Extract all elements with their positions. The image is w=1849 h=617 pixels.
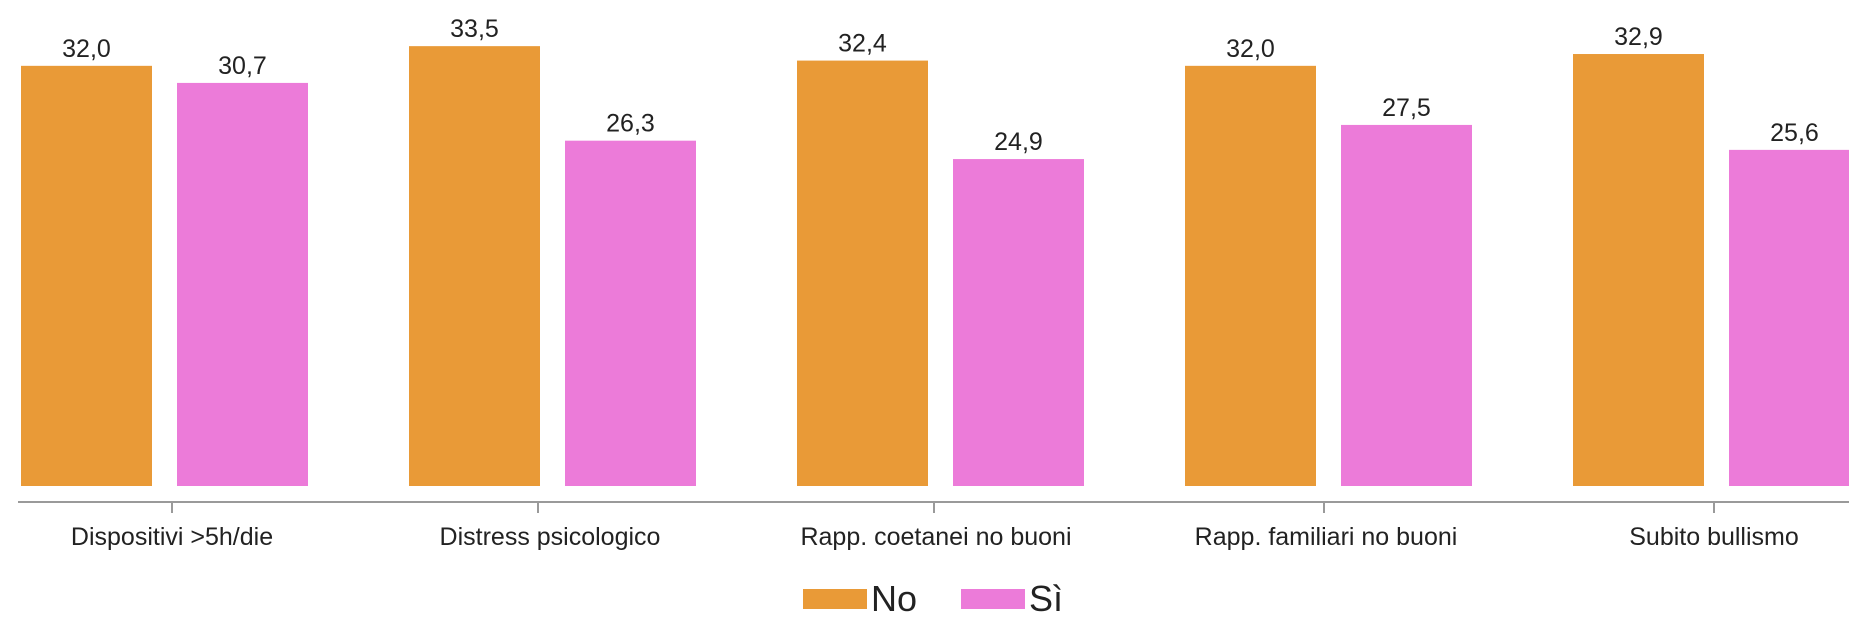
legend-swatch-si [961, 589, 1025, 609]
value-label: 32,0 [62, 35, 111, 63]
value-label: 32,4 [838, 30, 887, 58]
bar-no-3 [1185, 65, 1316, 486]
legend-label-si: Sì [1029, 578, 1063, 617]
value-label: 30,7 [218, 52, 267, 80]
category-label: Subito bullismo [1629, 523, 1799, 551]
value-label: 26,3 [606, 110, 655, 138]
bar-no-2 [797, 60, 928, 486]
value-label: 32,0 [1226, 35, 1275, 63]
x-axis [18, 501, 1849, 513]
legend-label-no: No [871, 578, 917, 617]
value-label: 24,9 [994, 128, 1043, 156]
bar-no-0 [21, 65, 152, 486]
bar-si-0 [177, 82, 308, 486]
category-label: Dispositivi >5h/die [71, 523, 273, 551]
bars-group [21, 46, 1849, 487]
category-labels-group: Dispositivi >5h/die Distress psicologico R… [71, 523, 1799, 551]
category-label: Rapp. coetanei no buoni [800, 523, 1071, 551]
bar-no-4 [1573, 54, 1704, 486]
bar-si-4 [1729, 149, 1849, 486]
bar-si-3 [1341, 124, 1472, 487]
category-label: Distress psicologico [440, 523, 661, 551]
bar-si-1 [565, 140, 696, 486]
legend: No Sì [803, 578, 1063, 617]
bar-no-1 [409, 46, 540, 487]
category-label: Rapp. familiari no buoni [1195, 523, 1458, 551]
value-label: 27,5 [1382, 94, 1431, 122]
value-labels-group: 32,0 30,7 33,5 26,3 32,4 24,9 32,0 27,5 32,9 25,6 [62, 15, 1819, 156]
value-label: 33,5 [450, 15, 499, 43]
value-label: 32,9 [1614, 23, 1663, 51]
legend-swatch-no [803, 589, 867, 609]
value-label: 25,6 [1770, 119, 1819, 147]
bar-si-2 [953, 159, 1084, 487]
